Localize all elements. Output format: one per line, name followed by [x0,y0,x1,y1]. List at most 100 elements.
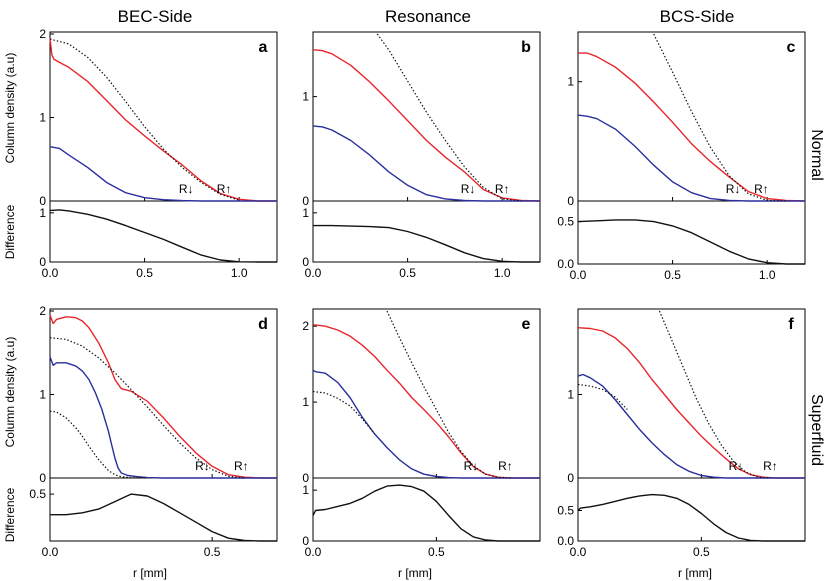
radius-label-up: R↑ [754,182,769,196]
main-ytick-label: 2 [39,304,46,318]
diff-ytick-label: 0.5 [557,504,574,518]
xtick-label: 1.0 [231,266,248,280]
ylabel-column-density-top: Column density (a.u) [3,53,17,164]
panel-c: 0 1 0.0 0.5 0.0 0.5 1.0 R↓ R↑ c [557,31,806,282]
series-line-fit [577,383,628,410]
panel-frame [49,308,278,542]
panel-d: 0 1 2 0.5 0.0 0.5 R↓ R↑ d [29,304,278,559]
panel-letter: a [259,39,268,56]
series-line-blue [312,369,540,479]
column-title-bec: BEC-Side [118,7,193,26]
radius-label-up: R↑ [763,459,778,473]
xtick-label: 0.5 [136,266,153,280]
series-line-fit [376,33,522,202]
main-ytick-label: 0 [567,194,574,208]
series-line-fit [49,410,148,479]
series-line-blue [49,146,277,202]
xtick-label: 0.5 [399,266,416,280]
ylabel-column-density-bottom: Column density (a.u) [3,337,17,448]
series-line-red [312,49,541,202]
radius-label-up: R↑ [217,182,232,196]
series-line-fit [49,38,240,201]
series-line-fit [312,390,376,435]
panel-frame [312,31,541,263]
panel-f: 0 1 0.0 0.5 0.0 0.5 R↓ R↑ f [557,308,806,559]
series-line-fit [658,310,771,479]
xtick-label: 0.0 [570,545,587,559]
series-line-red [49,314,277,479]
xtick-label: 1.0 [759,268,776,282]
diff-ytick-label: 0.5 [557,215,574,229]
main-ytick-label: 1 [39,388,46,402]
difference-line [312,484,540,542]
xtick-label: 0.0 [305,545,322,559]
series-line-blue [312,125,540,202]
series-line-red [577,327,805,479]
diff-ytick-label: 0 [302,255,309,269]
series-line-blue [49,356,277,479]
ylabel-difference-top: Difference [3,204,17,259]
column-title-resonance: Resonance [385,7,471,26]
xtick-label: 0.5 [664,268,681,282]
panel-letter: c [787,39,796,56]
diff-ytick-label: 0 [39,255,46,269]
xtick-label: 0.0 [42,266,59,280]
row-title-normal: Normal [808,129,825,181]
series-line-red [312,324,540,479]
column-title-bcs: BCS-Side [660,7,735,26]
series-line-red [578,52,806,202]
radius-label-up: R↑ [498,459,513,473]
main-ytick-label: 0 [302,471,309,485]
main-ytick-label: 1 [302,395,309,409]
xtick-label: 0.5 [693,545,710,559]
difference-line [313,224,540,263]
row-title-superfluid: Superfluid [808,394,825,466]
panel-frame [577,308,806,542]
main-ytick-label: 2 [39,27,46,41]
panel-frame [577,31,806,265]
diff-ytick-label: 1 [39,206,46,220]
main-ytick-label: 0 [39,471,46,485]
radius-label-down: R↓ [179,182,194,196]
diff-ytick-label: 0.5 [29,487,46,501]
diff-ytick-label: 0 [302,534,309,548]
difference-line [577,219,805,265]
diff-ytick-label: 0.0 [557,257,574,271]
main-ytick-label: 0 [39,194,46,208]
radius-label-up: R↑ [495,182,510,196]
main-ytick-label: 2 [302,319,309,333]
main-ytick-label: 1 [567,388,574,402]
radius-label-down: R↓ [726,182,741,196]
xtick-label: 1.0 [494,266,511,280]
difference-line [50,493,277,542]
panel-frame [312,308,541,542]
difference-line [577,493,805,542]
xlabel-f: r [mm] [678,566,712,580]
xlabel-e: r [mm] [398,566,432,580]
panel-letter: e [522,316,531,333]
diff-ytick-label: 0.0 [557,534,574,548]
diff-ytick-label: 1 [302,206,309,220]
series-line-blue [577,373,805,479]
main-ytick-label: 1 [567,75,574,89]
xtick-label: 0.0 [42,545,59,559]
main-ytick-label: 1 [39,111,46,125]
difference-line [49,209,277,263]
xtick-label: 0.5 [204,545,221,559]
series-line-red [49,38,277,202]
ylabel-difference-bottom: Difference [3,487,17,542]
series-line-fit [653,33,787,202]
xtick-label: 0.0 [570,268,587,282]
xtick-label: 0.5 [428,545,445,559]
xtick-label: 0.0 [305,266,322,280]
radius-label-down: R↓ [461,182,476,196]
series-line-fit [49,337,245,479]
radius-label-down: R↓ [195,459,210,473]
radius-label-down: R↓ [729,459,744,473]
diff-ytick-label: 1 [302,483,309,497]
radius-label-down: R↓ [464,459,479,473]
